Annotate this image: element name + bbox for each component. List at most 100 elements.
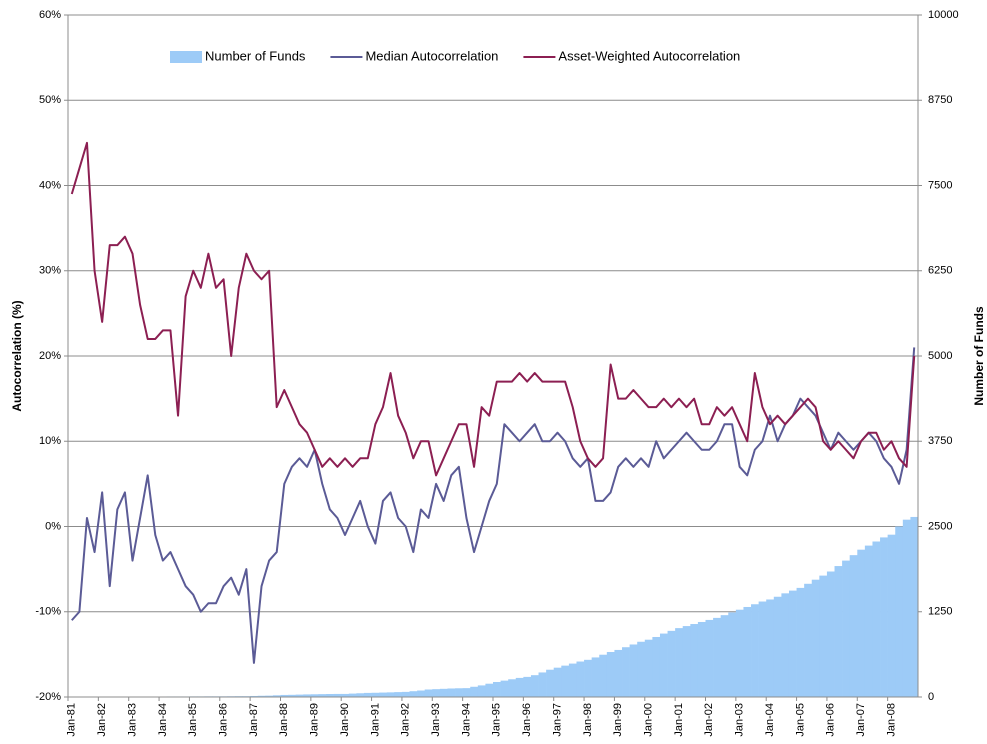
y2-tick-label: 3750 xyxy=(928,435,952,447)
bar xyxy=(439,688,448,697)
bar xyxy=(280,694,289,697)
bar xyxy=(250,695,259,697)
y-axis-title: Autocorrelation (%) xyxy=(10,300,24,411)
bar xyxy=(530,675,539,697)
bar xyxy=(781,593,790,697)
y2-tick-label: 7500 xyxy=(928,179,952,191)
bar xyxy=(561,665,570,697)
bar xyxy=(857,549,866,697)
bar xyxy=(788,590,797,697)
bar xyxy=(348,693,357,697)
bar xyxy=(872,541,881,697)
x-tick-label: Jan-01 xyxy=(673,703,685,737)
bar xyxy=(371,692,380,697)
x-tick-label: Jan-97 xyxy=(551,703,563,737)
bar xyxy=(363,692,372,697)
bar xyxy=(462,688,471,697)
bar xyxy=(546,669,555,697)
x-tick-label: Jan-82 xyxy=(96,703,108,737)
y2-tick-label: 2500 xyxy=(928,520,952,532)
x-tick-label: Jan-07 xyxy=(855,703,867,737)
y2-tick-label: 6250 xyxy=(928,265,952,277)
bar xyxy=(295,694,304,697)
bar xyxy=(485,683,494,697)
x-tick-label: Jan-95 xyxy=(491,703,503,737)
bar xyxy=(735,609,744,697)
bar xyxy=(584,659,592,697)
bar xyxy=(910,516,919,697)
bar xyxy=(804,583,813,697)
bar xyxy=(675,628,684,697)
bar xyxy=(773,596,782,697)
legend: Number of Funds Median Autocorrelation Ass… xyxy=(170,48,740,63)
bar xyxy=(508,679,517,697)
bar xyxy=(272,695,281,697)
y-tick-label: 40% xyxy=(39,179,61,191)
y-tick-label: 20% xyxy=(39,350,61,362)
bar xyxy=(401,691,410,697)
bar xyxy=(576,661,585,697)
bar xyxy=(819,575,828,697)
bar xyxy=(697,621,706,697)
bar xyxy=(341,693,350,697)
x-tick-label: Jan-98 xyxy=(582,703,594,737)
bar xyxy=(303,694,312,697)
bar xyxy=(318,694,327,697)
bar xyxy=(417,690,425,697)
bar xyxy=(644,639,653,697)
line xyxy=(70,141,916,477)
bar xyxy=(880,537,888,697)
bar xyxy=(766,599,775,697)
bar xyxy=(394,692,403,697)
y-tick-label: 50% xyxy=(39,94,61,106)
x-tick-label: Jan-83 xyxy=(126,703,138,737)
x-tick-label: Jan-87 xyxy=(248,703,260,737)
bar xyxy=(834,566,843,697)
x-tick-label: Jan-04 xyxy=(764,703,776,737)
x-tick-label: Jan-05 xyxy=(794,703,806,737)
bar xyxy=(606,651,615,697)
bar xyxy=(895,526,904,697)
x-tick-label: Jan-86 xyxy=(217,703,229,737)
bar xyxy=(470,686,479,697)
bar xyxy=(659,633,668,697)
bar xyxy=(493,681,501,697)
y2-axis-title: Number of Funds xyxy=(972,306,986,406)
bar xyxy=(424,689,433,697)
bar xyxy=(288,694,296,697)
x-tick-label: Jan-84 xyxy=(157,703,169,737)
bar xyxy=(447,688,456,697)
y2-tick-label: 8750 xyxy=(928,94,952,106)
bar xyxy=(379,692,388,697)
y2-tick-label: 0 xyxy=(928,691,934,703)
bar xyxy=(409,691,418,697)
bar xyxy=(796,587,805,697)
x-tick-label: Jan-81 xyxy=(66,703,78,737)
bar xyxy=(614,649,623,697)
legend-label: Median Autocorrelation xyxy=(365,48,498,63)
legend-label: Number of Funds xyxy=(205,48,306,63)
bar xyxy=(826,571,835,697)
bar xyxy=(713,617,721,697)
bar xyxy=(652,636,661,697)
bar xyxy=(690,624,699,697)
x-tick-label: Jan-91 xyxy=(369,703,381,737)
y-tick-label: -20% xyxy=(35,691,61,703)
bar xyxy=(842,560,850,697)
bar xyxy=(523,676,532,697)
bar xyxy=(705,619,714,697)
y-tick-label: 30% xyxy=(39,265,61,277)
line xyxy=(71,347,916,664)
bar xyxy=(477,685,486,697)
bar xyxy=(356,693,365,697)
y2-tick-label: 1250 xyxy=(928,606,952,618)
legend-label: Asset-Weighted Autocorrelation xyxy=(558,48,740,63)
x-tick-label: Jan-06 xyxy=(825,703,837,737)
legend-swatch xyxy=(170,51,202,63)
bar xyxy=(500,680,509,697)
bar xyxy=(682,626,691,697)
bar xyxy=(864,545,873,697)
y-tick-label: -10% xyxy=(35,606,61,618)
